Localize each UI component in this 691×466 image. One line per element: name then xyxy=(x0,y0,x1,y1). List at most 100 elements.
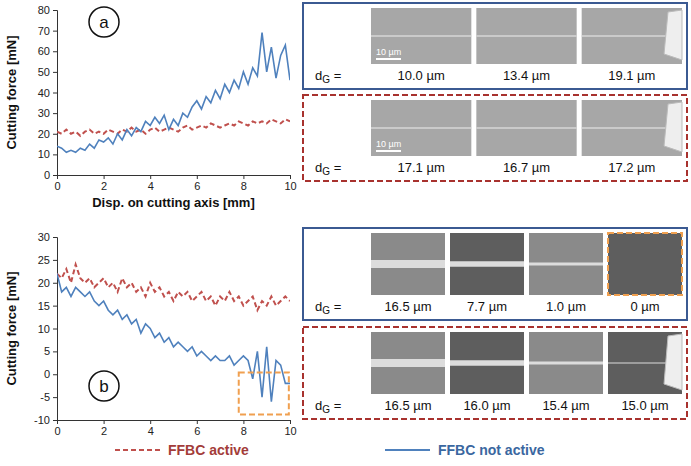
tick-mark xyxy=(53,260,57,261)
plot-area xyxy=(57,264,290,401)
micrograph xyxy=(582,8,682,64)
tick-mark xyxy=(53,113,57,114)
plot-area xyxy=(57,33,290,153)
tick: 30 xyxy=(38,231,57,243)
dg-value: 13.4 µm xyxy=(503,68,550,83)
tick: 25 xyxy=(38,254,57,266)
legend-swatch xyxy=(115,449,160,451)
axis-line xyxy=(58,176,291,180)
tick-mark xyxy=(53,134,57,135)
dg-value: 16.7 µm xyxy=(503,160,550,175)
tick: 4 xyxy=(148,420,154,437)
axis-line xyxy=(53,11,58,176)
row-frame xyxy=(303,95,687,181)
micrograph-image xyxy=(529,332,603,394)
micrograph xyxy=(450,233,524,295)
micrograph xyxy=(608,233,682,295)
tick: 4 xyxy=(148,175,154,192)
scale-bar xyxy=(376,150,401,152)
tick-mark xyxy=(53,10,57,11)
micrograph xyxy=(529,233,603,295)
tick: 0 xyxy=(44,368,57,380)
tick: 60 xyxy=(38,45,57,57)
tick: 8 xyxy=(241,175,247,192)
tick: 2 xyxy=(101,420,107,437)
tick-label: 70 xyxy=(38,25,50,37)
axis-line xyxy=(58,421,291,425)
chart: 010203040506070800246810Cutting force [m… xyxy=(4,4,297,210)
panel-letter: b xyxy=(99,377,108,396)
tick-label: -5 xyxy=(40,391,50,403)
row-frame xyxy=(303,228,687,320)
panel-letter: a xyxy=(99,13,109,32)
y-axis-title: Cutting force [mN] xyxy=(4,271,19,385)
micrograph-groove xyxy=(371,359,445,367)
micrograph-groove xyxy=(450,261,524,267)
tick-mark xyxy=(53,237,57,238)
dg-value: 16.5 µm xyxy=(384,398,431,413)
tick-mark xyxy=(197,175,198,179)
micrograph-image xyxy=(608,233,682,295)
dg-value: 19.1 µm xyxy=(608,68,655,83)
dg-value: 17.1 µm xyxy=(398,160,445,175)
micrograph-image xyxy=(608,332,682,394)
micrograph-image xyxy=(582,8,682,64)
dg-value: 15.0 µm xyxy=(621,398,668,413)
dg-value: 10.0 µm xyxy=(398,68,445,83)
series-line xyxy=(57,33,290,153)
tick: 5 xyxy=(44,345,57,357)
scale-bar-label: 10 µm xyxy=(376,139,401,149)
micrograph-groove xyxy=(371,127,471,129)
tick: 80 xyxy=(38,4,57,16)
tick: 6 xyxy=(194,175,200,192)
tick-mark xyxy=(53,351,57,352)
micrograph: 10 µm xyxy=(371,100,471,156)
micrograph-groove xyxy=(476,35,576,37)
micrograph-image xyxy=(450,332,524,394)
tick-mark xyxy=(53,175,57,176)
micrograph-image xyxy=(529,233,603,295)
micrograph-row: dG =16.5 µm7.7 µm1.0 µm0 µm xyxy=(303,228,687,320)
micrograph xyxy=(371,233,445,295)
dg-value: 16.0 µm xyxy=(463,398,510,413)
micrograph-groove xyxy=(371,260,445,268)
tick-label: 0 xyxy=(54,180,60,192)
tick-mark xyxy=(53,51,57,52)
x-axis-title: Disp. on cutting axis [mm] xyxy=(92,195,255,210)
series-line xyxy=(57,264,290,310)
micrograph: 10 µm xyxy=(371,8,471,64)
dg-label: dG = xyxy=(315,160,341,177)
tick: 10 xyxy=(284,175,296,192)
tick-label: 2 xyxy=(101,425,107,437)
tick-label: 40 xyxy=(38,87,50,99)
tick-label: 4 xyxy=(148,180,154,192)
micrograph xyxy=(450,332,524,394)
tick-mark xyxy=(53,329,57,330)
micrograph-chip xyxy=(664,10,682,60)
tick-label: 80 xyxy=(38,4,50,16)
tick-mark xyxy=(243,420,244,424)
tick-mark xyxy=(57,420,58,424)
tick-mark xyxy=(150,175,151,179)
tick: 10 xyxy=(38,148,57,160)
scale-bar-label: 10 µm xyxy=(376,47,401,57)
tick: 6 xyxy=(194,420,200,437)
axis-line xyxy=(53,238,58,421)
dg-label: dG = xyxy=(315,68,341,85)
tick: 0 xyxy=(54,420,60,437)
tick: 10 xyxy=(284,420,296,437)
legend: FFBC activeFFBC not active xyxy=(115,442,545,458)
micrograph xyxy=(529,332,603,394)
tick: 8 xyxy=(241,420,247,437)
tick: 20 xyxy=(38,277,57,289)
dg-value: 17.2 µm xyxy=(608,160,655,175)
micrograph-image xyxy=(476,8,576,64)
tick-label: 10 xyxy=(284,425,296,437)
micrograph-image xyxy=(450,233,524,295)
scale-bar xyxy=(376,58,401,60)
tick-label: -10 xyxy=(34,414,50,426)
micrograph-row: dG = 10 µm 10.0 µm 13.4 µm 19.1 µm xyxy=(303,3,687,89)
dg-value: 16.5 µm xyxy=(384,299,431,314)
dg-label: dG = xyxy=(315,398,341,415)
micrograph-groove xyxy=(371,35,471,37)
